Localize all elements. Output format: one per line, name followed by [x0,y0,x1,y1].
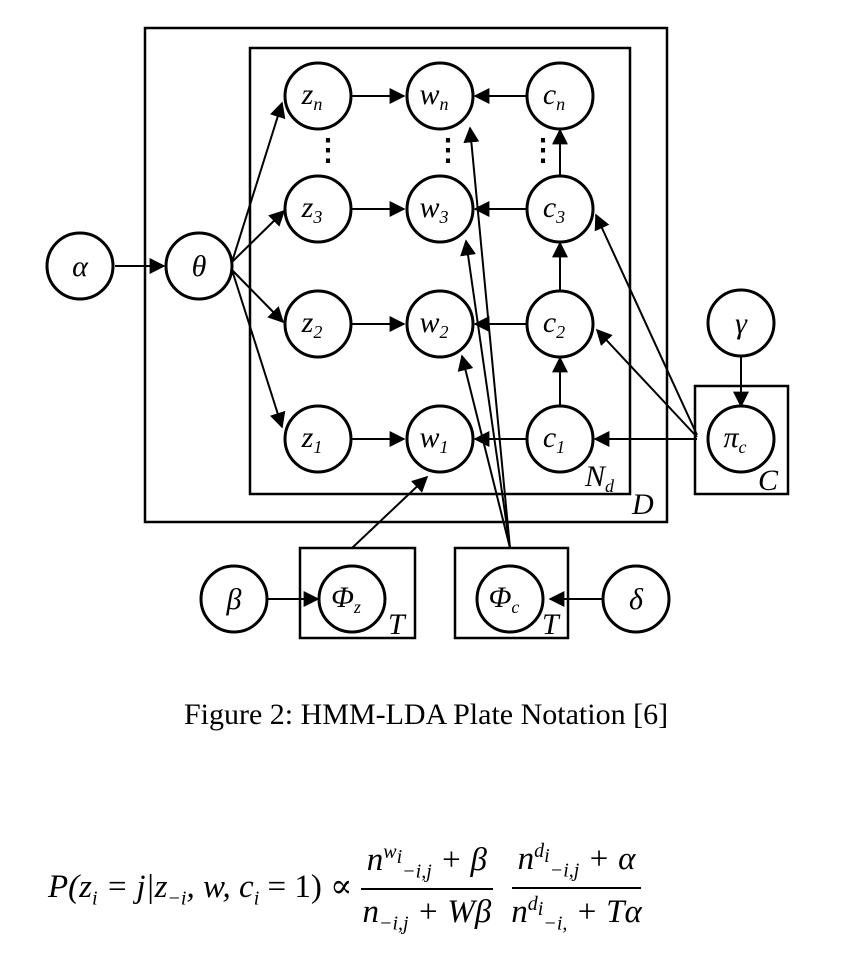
node-w-2: w2 [407,291,473,357]
hmm-lda-plate-diagram: D Nd C T T ⋮ ⋮ ⋮ α [0,0,852,680]
node-phi-c: Φc [477,566,543,632]
node-beta: β [201,566,267,632]
plate-label-topics-z: T [388,608,407,641]
ellipsis-w: ⋮ [433,134,463,167]
plate-label-topics-c: T [542,608,561,641]
svg-text:δ: δ [629,583,644,616]
gibbs-sampling-formula: P(zi = j|z−i, w, ci = 1) ∝ nwi−i,j + β n… [48,848,652,928]
node-gamma: γ [708,290,774,356]
node-w-n: wn [407,63,473,129]
svg-text:α: α [72,250,89,283]
node-w-3: w3 [407,176,473,242]
node-delta: δ [603,566,669,632]
node-z-2: z2 [285,291,351,357]
node-c-3: c3 [527,176,593,242]
node-phi-z: Φz [319,566,385,632]
node-c-1: c1 [527,406,593,472]
svg-text:β: β [226,583,242,616]
formula-fraction-document: ndi−i,j + α ndi−i, + Tα [505,840,648,935]
node-theta: θ [166,233,232,299]
figure-caption: Figure 2: HMM-LDA Plate Notation [6] [0,698,852,732]
node-alpha: α [47,233,113,299]
node-pi-c: πc [708,406,774,472]
node-z-1: z1 [285,406,351,472]
node-z-3: z3 [285,176,351,242]
ellipsis-c: ⋮ [528,134,558,167]
svg-text:γ: γ [735,307,748,340]
formula-fraction-word: nwi−i,j + β n−i,j + Wβ [356,841,497,935]
formula-lhs: P(zi = j|z−i, w, ci = 1) ∝ [48,866,352,911]
plate-label-documents: D [631,488,654,521]
node-c-n: cn [527,63,593,129]
ellipsis-z: ⋮ [313,134,343,167]
node-z-n: zn [285,63,351,129]
plate-label-words: Nd [584,460,615,496]
plate-label-classes: C [758,464,779,497]
node-c-2: c2 [527,291,593,357]
svg-text:θ: θ [192,250,207,283]
node-w-1: w1 [407,406,473,472]
